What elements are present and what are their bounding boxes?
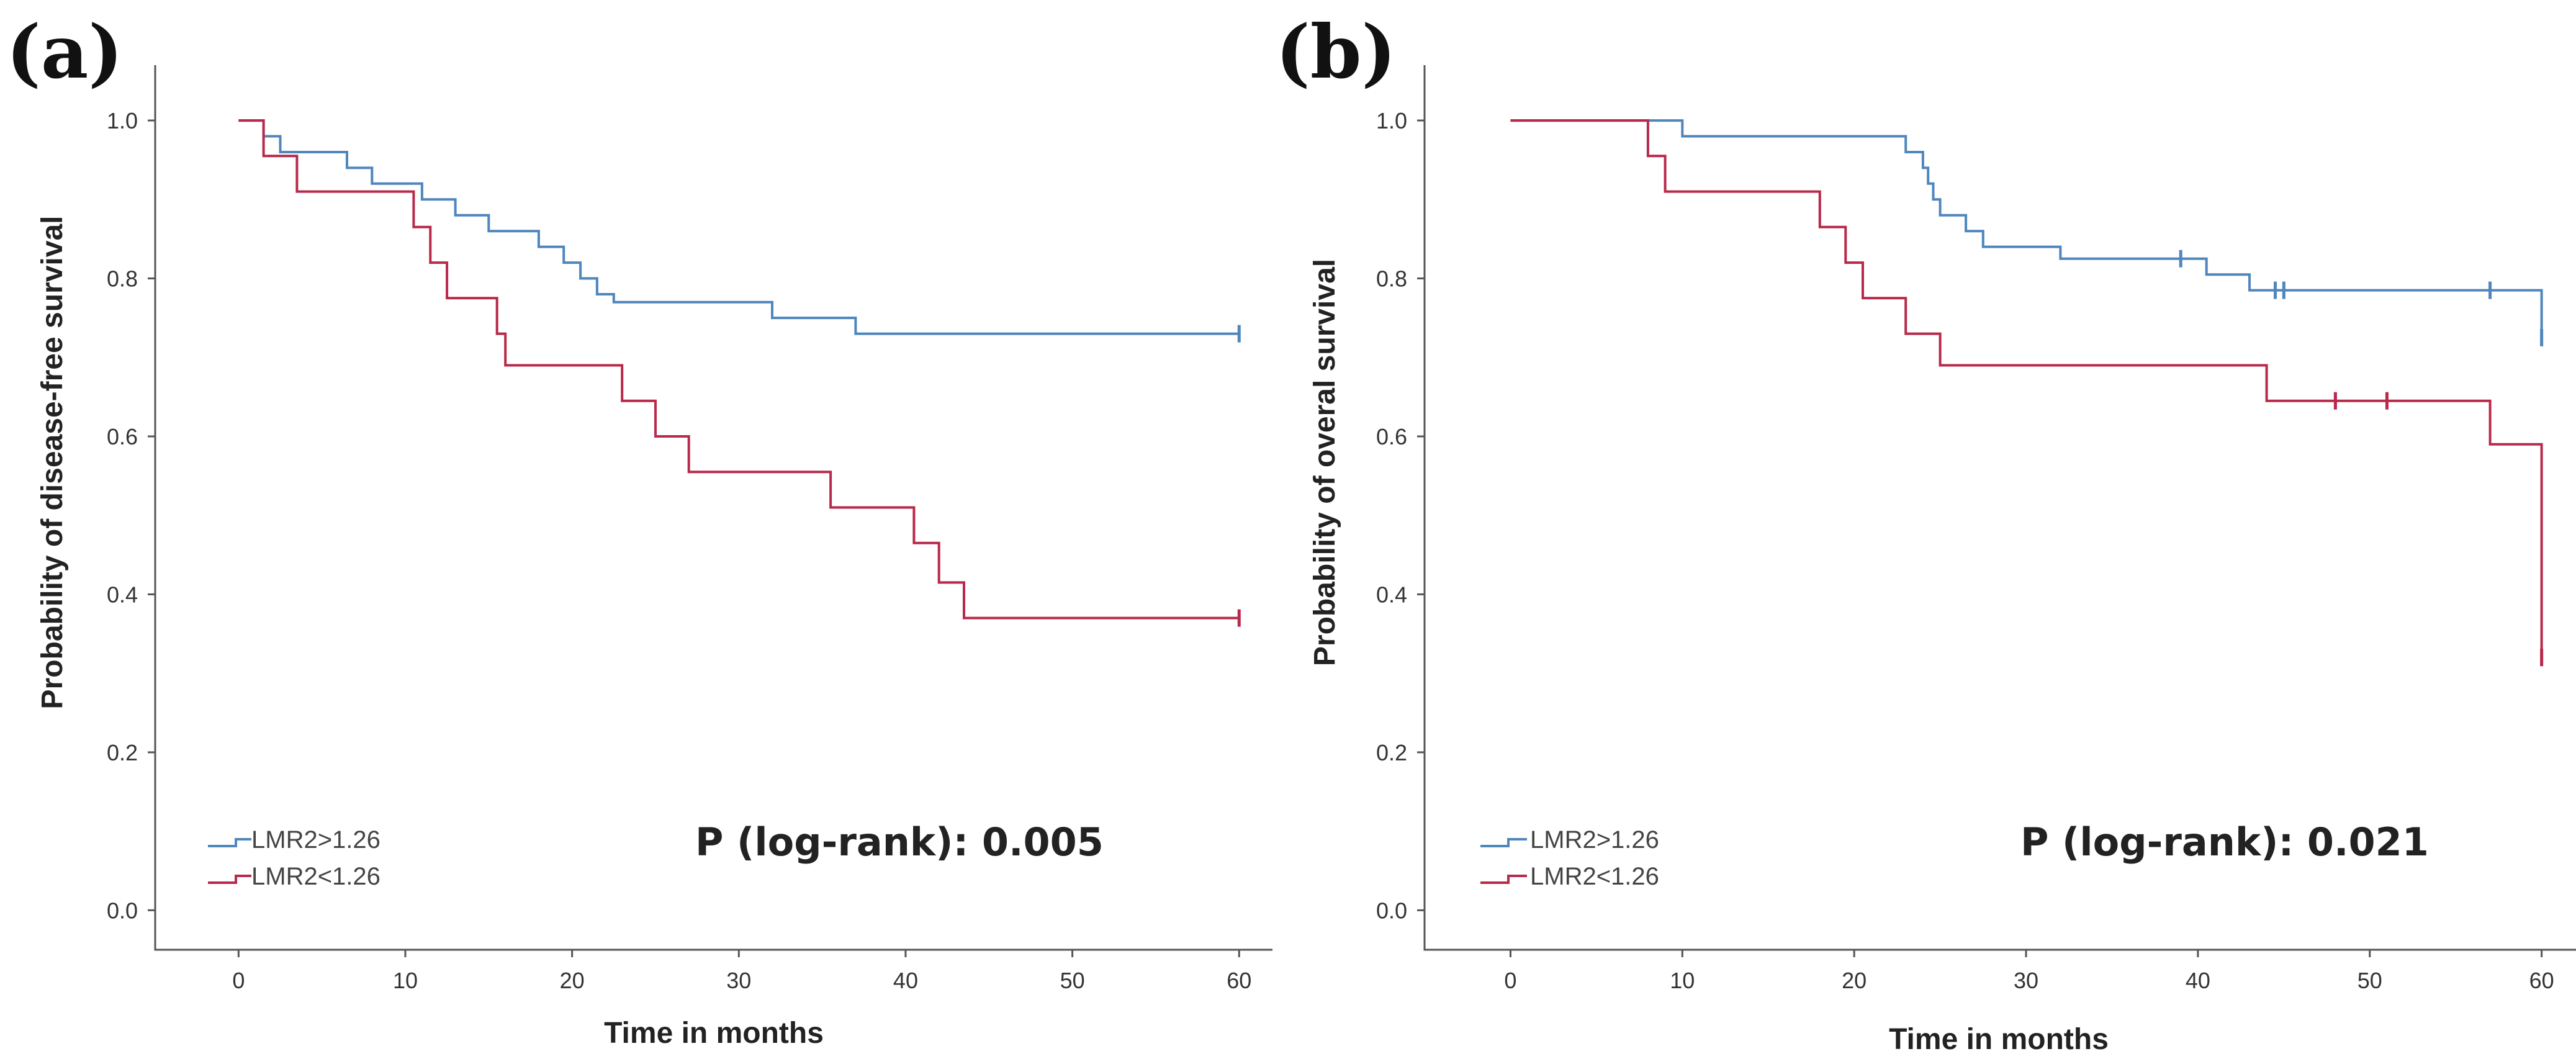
x-tick-label-b: 60 bbox=[2529, 968, 2554, 993]
x-tick-label-b: 0 bbox=[1504, 968, 1516, 993]
legend-b: LMR2>1.26 LMR2<1.26 bbox=[1480, 826, 1659, 890]
x-tick-label-a: 60 bbox=[1227, 968, 1251, 993]
x-tick-label-a: 20 bbox=[560, 968, 585, 993]
survival-curve-lmr2-low-b bbox=[1510, 119, 2543, 658]
panel-label-b: (b) bbox=[1276, 9, 1396, 95]
x-tick-label-b: 50 bbox=[2358, 968, 2382, 993]
y-tick-label-b: 0.0 bbox=[1376, 898, 1407, 923]
plot-frame-b bbox=[1423, 65, 2576, 951]
x-axis-title-a: Time in months bbox=[604, 1017, 824, 1050]
legend-label-lmr2-high-a: LMR2>1.26 bbox=[251, 826, 381, 854]
y-tick-label-a: 0.2 bbox=[107, 740, 138, 765]
survival-curve-lmr2-high-a bbox=[238, 119, 1240, 335]
legend-swatch-lmr2-low-a bbox=[208, 875, 251, 884]
legend-swatch-lmr2-high-a bbox=[208, 838, 251, 847]
x-tick-label-a: 0 bbox=[232, 968, 245, 993]
x-tick-label-a: 50 bbox=[1060, 968, 1085, 993]
y-tick-label-a: 0.6 bbox=[107, 424, 138, 449]
y-tick-label-a: 0.0 bbox=[107, 898, 138, 923]
y-tick-label-b: 0.6 bbox=[1376, 424, 1407, 449]
panel-a: (a) 0 10 20 30 40 50 60 0.0 0.2 0.4 0.6 0.8 1.0 Time… bbox=[6, 9, 1272, 1050]
p-value-annotation-a: P (log-rank): 0.005 bbox=[695, 819, 1104, 865]
legend-a: LMR2>1.26 LMR2<1.26 bbox=[208, 826, 381, 890]
legend-label-lmr2-high-b: LMR2>1.26 bbox=[1530, 826, 1659, 854]
survival-curve-lmr2-low-a bbox=[238, 119, 1240, 620]
survival-curve-lmr2-high-b bbox=[1510, 119, 2543, 338]
y-axis-title-b: Probability of overal survival bbox=[1308, 259, 1341, 666]
x-axis-title-b: Time in months bbox=[1889, 1023, 2109, 1056]
y-tick-label-a: 0.8 bbox=[107, 266, 138, 292]
x-tick-label-b: 40 bbox=[2186, 968, 2210, 993]
y-tick-label-a: 1.0 bbox=[107, 108, 138, 133]
p-value-annotation-b: P (log-rank): 0.021 bbox=[2020, 819, 2429, 865]
plot-frame-a bbox=[154, 65, 1272, 951]
x-tick-label-a: 40 bbox=[893, 968, 918, 993]
axis-ticks-a: 0 10 20 30 40 50 60 0.0 0.2 0.4 0.6 0.8 1.0 bbox=[107, 108, 1251, 993]
axis-ticks-b: 0 10 20 30 40 50 60 0.0 0.2 0.4 0.6 0.8 1.0 bbox=[1376, 108, 2554, 993]
x-tick-label-b: 20 bbox=[1842, 968, 1867, 993]
y-tick-label-b: 0.2 bbox=[1376, 740, 1407, 765]
legend-swatch-lmr2-low-b bbox=[1480, 875, 1527, 884]
legend-label-lmr2-low-a: LMR2<1.26 bbox=[251, 863, 381, 890]
curves-b bbox=[1510, 119, 2544, 667]
panel-label-a: (a) bbox=[6, 9, 123, 95]
panel-b: (b) 0 10 20 30 40 50 60 0.0 0.2 0.4 0.6 0.8 1.0 Time… bbox=[1276, 9, 2576, 1056]
legend-swatch-lmr2-high-b bbox=[1480, 838, 1527, 847]
y-tick-label-a: 0.4 bbox=[107, 582, 138, 607]
y-tick-label-b: 0.8 bbox=[1376, 266, 1407, 292]
curves-a bbox=[238, 119, 1241, 627]
x-tick-label-a: 30 bbox=[726, 968, 751, 993]
x-tick-label-b: 30 bbox=[2014, 968, 2038, 993]
x-tick-label-b: 10 bbox=[1670, 968, 1695, 993]
y-tick-label-b: 1.0 bbox=[1376, 108, 1407, 133]
legend-label-lmr2-low-b: LMR2<1.26 bbox=[1530, 863, 1659, 890]
x-tick-label-a: 10 bbox=[393, 968, 418, 993]
y-axis-title-a: Probability of disease-free survival bbox=[36, 216, 69, 710]
y-tick-label-b: 0.4 bbox=[1376, 582, 1407, 607]
